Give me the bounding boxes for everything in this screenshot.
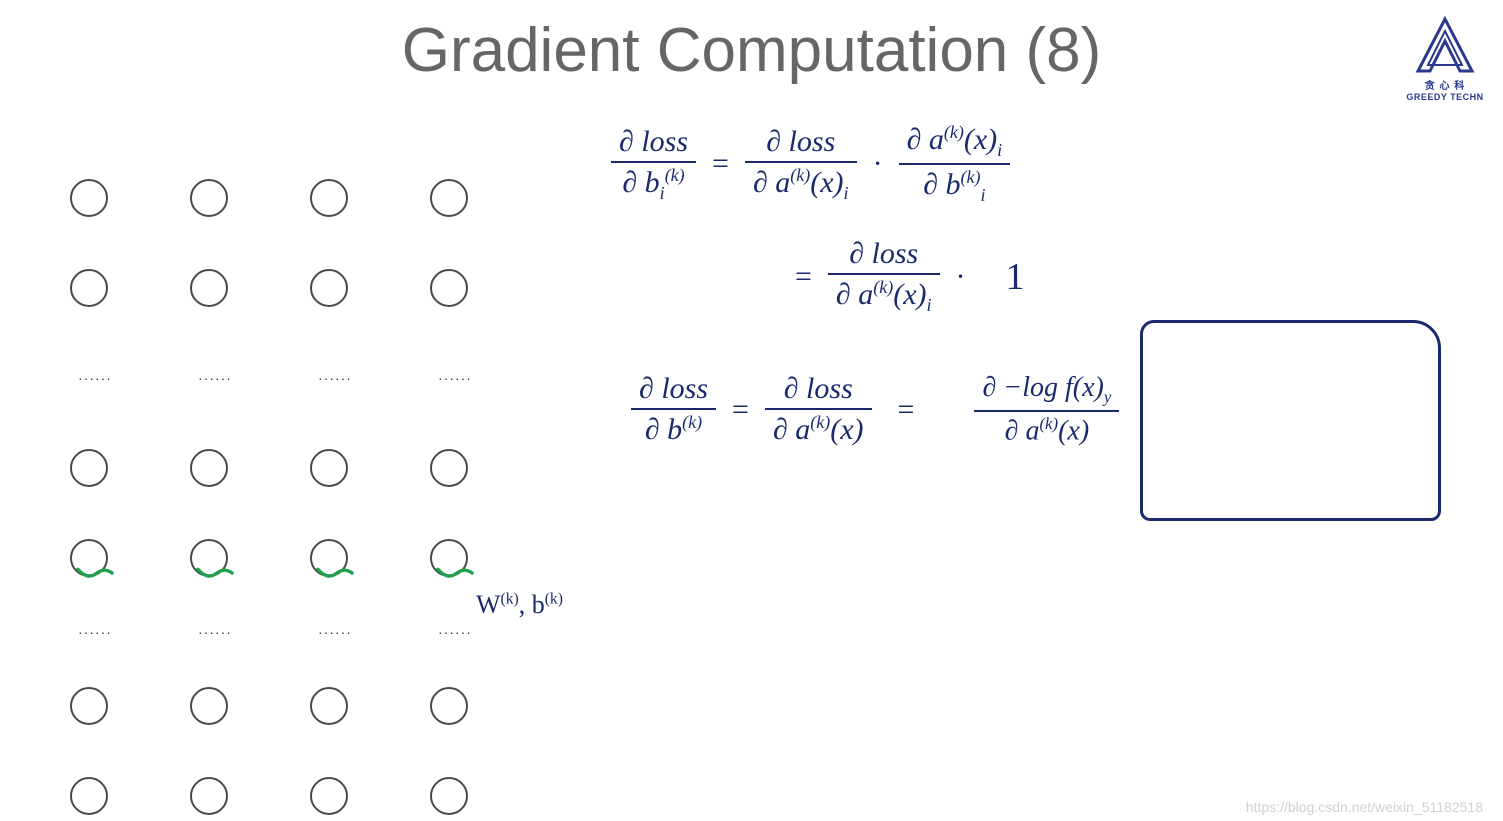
green-underline-icon <box>196 565 234 581</box>
logo: 贪 心 科 GREEDY TECHN <box>1395 15 1495 102</box>
ellipsis: ······ <box>438 370 472 386</box>
layer-annotation: W(k), b(k) <box>476 590 563 620</box>
nn-dots-row: ······ ······ ······ ······ <box>60 355 540 401</box>
nn-node <box>430 449 468 487</box>
equation-line-1: ∂ loss ∂ bi(k) = ∂ loss ∂ a(k)(x)i · ∂ a… <box>605 120 1016 208</box>
nn-node <box>430 777 468 815</box>
nn-node-row <box>60 683 540 729</box>
ellipsis: ······ <box>318 624 352 640</box>
ellipsis: ······ <box>198 624 232 640</box>
dot-op: · <box>873 147 883 181</box>
nn-node-row <box>60 535 540 581</box>
logo-text-en: GREEDY TECHN <box>1395 92 1495 102</box>
green-underline-icon <box>76 565 114 581</box>
nn-node <box>190 777 228 815</box>
frac-dloss-da: ∂ loss ∂ a(k)(x) <box>765 370 872 449</box>
equals-sign: = <box>898 393 915 427</box>
ellipsis: ······ <box>438 624 472 640</box>
frac-dai-dbi: ∂ a(k)(x)i ∂ b(k)i <box>899 120 1011 208</box>
equals-sign: = <box>732 393 749 427</box>
ellipsis: ······ <box>78 624 112 640</box>
frac-dloss-db: ∂ loss ∂ b(k) <box>631 370 716 449</box>
slide-title: Gradient Computation (8) <box>0 15 1503 86</box>
nn-node <box>310 449 348 487</box>
nn-node <box>70 449 108 487</box>
nn-node <box>430 269 468 307</box>
nn-node <box>190 539 228 577</box>
nn-node <box>310 179 348 217</box>
frac-dloss-dai: ∂ loss ∂ a(k)(x)i <box>745 123 857 206</box>
frac-dloss-dai-2: ∂ loss ∂ a(k)(x)i <box>828 235 940 318</box>
nn-node-row <box>60 445 540 491</box>
nn-node-row <box>60 773 540 819</box>
nn-node <box>70 179 108 217</box>
green-underline-icon <box>316 565 354 581</box>
dot-op: · <box>956 260 966 294</box>
nn-node <box>190 179 228 217</box>
equals-sign: = <box>712 147 729 181</box>
nn-node-row <box>60 175 540 221</box>
nn-node <box>70 539 108 577</box>
ellipsis: ······ <box>318 370 352 386</box>
nn-node <box>430 687 468 725</box>
ellipsis: ······ <box>78 370 112 386</box>
nn-node <box>190 687 228 725</box>
nn-node <box>70 777 108 815</box>
equation-line-2: = ∂ loss ∂ a(k)(x)i · 1 <box>785 235 1035 318</box>
nn-node-row <box>60 265 540 311</box>
nn-node <box>310 269 348 307</box>
watermark: https://blog.csdn.net/weixin_51182518 <box>1246 799 1483 815</box>
equation-line-3: ∂ loss ∂ b(k) = ∂ loss ∂ a(k)(x) = ∂ −lo… <box>625 370 1125 449</box>
nn-node <box>310 687 348 725</box>
nn-node <box>70 687 108 725</box>
frac-dlogfx-da: ∂ −log f(x)y ∂ a(k)(x) <box>974 370 1119 449</box>
green-underline-icon <box>436 565 474 581</box>
equals-sign: = <box>795 260 812 294</box>
nn-node <box>430 179 468 217</box>
frac-dloss-dbi: ∂ loss ∂ bi(k) <box>611 123 696 206</box>
nn-node <box>70 269 108 307</box>
ellipsis: ······ <box>198 370 232 386</box>
nn-node <box>430 539 468 577</box>
nn-node <box>190 269 228 307</box>
nn-diagram: ········································… <box>60 175 540 819</box>
nn-node <box>310 777 348 815</box>
logo-text-cn: 贪 心 科 <box>1395 77 1495 92</box>
result-box <box>1140 320 1441 521</box>
scalar-one: 1 <box>1006 255 1025 299</box>
nn-dots-row: ······ ······ ······ ······ <box>60 609 540 655</box>
nn-node <box>310 539 348 577</box>
logo-icon <box>1410 15 1480 75</box>
nn-node <box>190 449 228 487</box>
